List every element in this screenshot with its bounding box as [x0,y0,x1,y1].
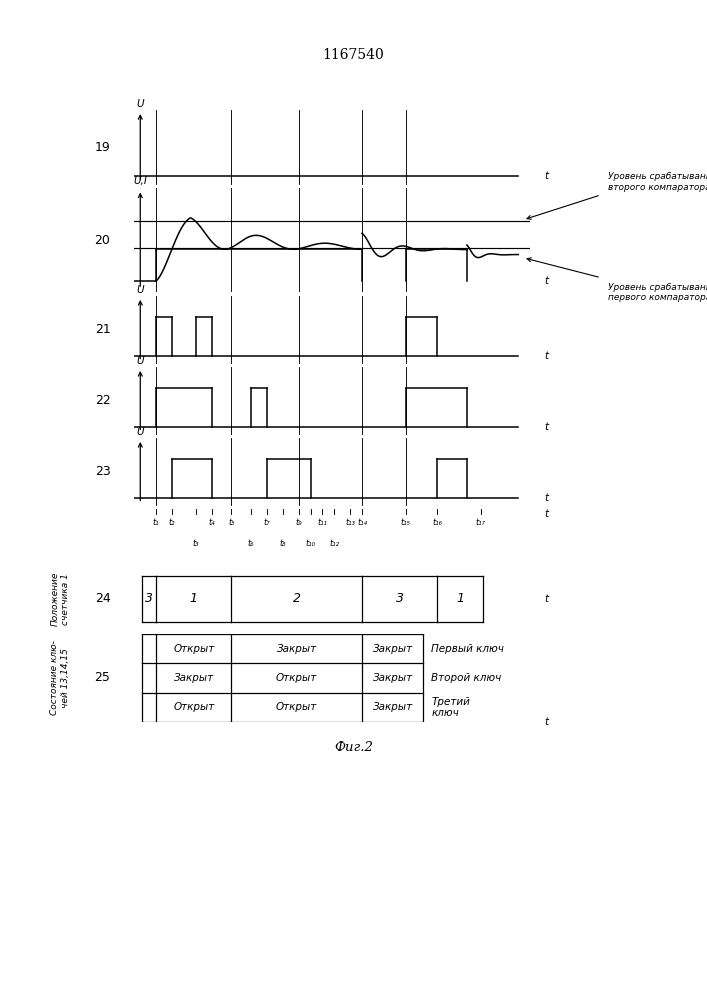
Text: Положение
счетчика 1: Положение счетчика 1 [50,572,70,626]
Text: 3: 3 [145,592,153,605]
Text: 2: 2 [293,592,300,605]
Text: 1167540: 1167540 [322,48,385,62]
Text: Закрыт: Закрыт [373,644,413,654]
Text: Открыт: Открыт [173,702,214,712]
Text: 1: 1 [189,592,198,605]
Text: t₆: t₆ [248,539,255,548]
Text: U,I: U,I [134,176,147,186]
Text: t: t [544,171,548,181]
Text: t: t [544,717,548,727]
Text: t₁₄: t₁₄ [357,518,367,527]
Text: Открыт: Открыт [276,702,317,712]
Text: U: U [136,99,144,109]
Text: Открыт: Открыт [276,673,317,683]
Text: U: U [136,427,144,437]
Text: t₁₃: t₁₃ [345,518,355,527]
Text: 1: 1 [456,592,464,605]
Text: Закрыт: Закрыт [174,673,214,683]
Text: Закрыт: Закрыт [276,644,317,654]
Text: t₁₅: t₁₅ [401,518,411,527]
Text: 23: 23 [95,465,110,478]
Text: t₂: t₂ [169,518,175,527]
Text: t₁₇: t₁₇ [476,518,486,527]
Text: Закрыт: Закрыт [373,673,413,683]
Text: t₅: t₅ [228,518,235,527]
Text: t₃: t₃ [192,539,199,548]
Text: t: t [544,493,548,503]
Text: Второй ключ: Второй ключ [431,673,501,683]
Text: Состояние клю-
чей 13,14,15: Состояние клю- чей 13,14,15 [50,640,70,715]
Text: t₄: t₄ [209,518,215,527]
Text: t₁₂: t₁₂ [329,539,339,548]
Text: t₇: t₇ [264,518,270,527]
Text: 3: 3 [396,592,404,605]
Text: t: t [544,276,548,286]
Text: t₁₆: t₁₆ [432,518,442,527]
Text: U: U [136,356,144,366]
Text: t: t [544,509,548,519]
Text: t: t [544,594,548,604]
Text: t₁: t₁ [153,518,159,527]
Text: Уровень срабатывания
второго компаратора 11: Уровень срабатывания второго компаратора… [608,172,707,192]
Text: 21: 21 [95,323,110,336]
Text: Открыт: Открыт [173,644,214,654]
Text: Закрыт: Закрыт [373,702,413,712]
Text: t: t [544,351,548,361]
Text: Третий
ключ: Третий ключ [431,697,470,718]
Text: t₁₀: t₁₀ [305,539,315,548]
Text: U: U [136,285,144,295]
Text: t₁₁: t₁₁ [317,518,327,527]
Text: 20: 20 [95,234,110,247]
Text: 22: 22 [95,394,110,407]
Text: t₉: t₉ [296,518,302,527]
Text: Первый ключ: Первый ключ [431,644,504,654]
Text: 19: 19 [95,141,110,154]
Text: 24: 24 [95,592,110,605]
Text: Фиг.2: Фиг.2 [334,741,373,754]
Text: t₈: t₈ [279,539,286,548]
Text: 25: 25 [95,671,110,684]
Text: Уровень срабатывания
первого компаратора 10: Уровень срабатывания первого компаратора… [608,283,707,302]
Text: t: t [544,422,548,432]
